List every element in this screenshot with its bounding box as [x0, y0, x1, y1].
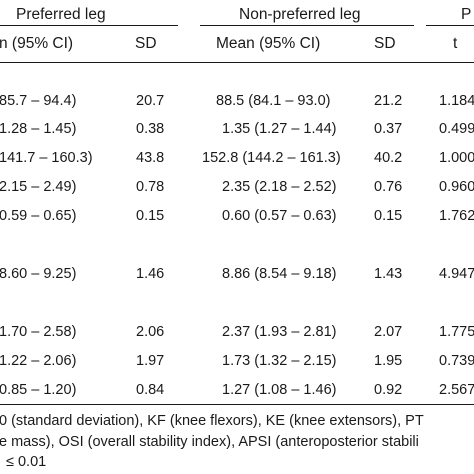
nonpref-mean-ci: 2.37 (1.93 – 2.81) — [222, 324, 337, 340]
group-rule-non-preferred — [200, 25, 414, 26]
col-header-pref-mean: n (95% CI) — [0, 35, 74, 52]
header-rule — [0, 62, 474, 63]
pref-mean-ci: 1.70 – 2.58) — [0, 324, 77, 340]
pref-mean-ci: 141.7 – 160.3) — [0, 150, 93, 166]
col-header-nonpref-mean: Mean (95% CI) — [216, 35, 321, 52]
pref-sd: 43.8 — [136, 150, 165, 166]
pref-sd: 0.15 — [136, 208, 165, 224]
t-value: 1.000 — [439, 150, 474, 166]
pref-sd: 1.46 — [136, 266, 165, 282]
pref-mean-ci: 0.85 – 1.20) — [0, 382, 77, 398]
nonpref-sd: 0.76 — [374, 179, 403, 195]
t-value: 1.775 — [439, 324, 474, 340]
nonpref-mean-ci: 1.35 (1.27 – 1.44) — [222, 121, 337, 137]
t-value: 0.739 — [439, 353, 474, 369]
nonpref-mean-ci: 152.8 (144.2 – 161.3) — [202, 150, 341, 166]
pref-mean-ci: 2.15 – 2.49) — [0, 179, 77, 195]
pref-sd: 0.38 — [136, 121, 165, 137]
pref-mean-ci: 0.59 – 0.65) — [0, 208, 77, 224]
t-value: 1.762 — [439, 208, 474, 224]
col-header-nonpref-sd: SD — [374, 35, 396, 52]
col-header-t: t — [453, 35, 458, 52]
pref-sd: 0.78 — [136, 179, 165, 195]
pref-sd: 1.97 — [136, 353, 165, 369]
group-rule-p — [426, 25, 474, 26]
group-rule-preferred — [0, 25, 178, 26]
nonpref-mean-ci: 8.86 (8.54 – 9.18) — [222, 266, 337, 282]
table-bottom-rule — [0, 404, 474, 405]
pref-mean-ci: 8.60 – 9.25) — [0, 266, 77, 282]
nonpref-mean-ci: 1.27 (1.08 – 1.46) — [222, 382, 337, 398]
pref-mean-ci: 85.7 – 94.4) — [0, 93, 77, 109]
col-header-pref-sd: SD — [135, 35, 157, 52]
footnote-line-1: 0 (standard deviation), KF (knee flexors… — [0, 413, 424, 429]
pref-mean-ci: 1.28 – 1.45) — [0, 121, 77, 137]
nonpref-sd: 21.2 — [374, 93, 403, 109]
footnote-line-3: ≤ 0.01 — [6, 454, 47, 470]
footnote-line-2: e mass), OSI (overall stability index), … — [0, 434, 419, 450]
t-value: 4.947 — [439, 266, 474, 282]
t-value: 1.184 — [439, 93, 474, 109]
nonpref-sd: 0.15 — [374, 208, 403, 224]
nonpref-mean-ci: 1.73 (1.32 – 2.15) — [222, 353, 337, 369]
t-value: 2.567 — [439, 382, 474, 398]
nonpref-sd: 2.07 — [374, 324, 403, 340]
pref-sd: 20.7 — [136, 93, 165, 109]
nonpref-mean-ci: 0.60 (0.57 – 0.63) — [222, 208, 337, 224]
pref-sd: 2.06 — [136, 324, 165, 340]
nonpref-sd: 0.92 — [374, 382, 403, 398]
group-header-p: P — [461, 6, 472, 23]
nonpref-sd: 40.2 — [374, 150, 403, 166]
t-value: 0.499 — [439, 121, 474, 137]
nonpref-sd: 1.43 — [374, 266, 403, 282]
pref-sd: 0.84 — [136, 382, 165, 398]
nonpref-sd: 0.37 — [374, 121, 403, 137]
group-header-preferred-leg: Preferred leg — [16, 6, 106, 23]
group-header-non-preferred-leg: Non-preferred leg — [239, 6, 361, 23]
nonpref-mean-ci: 88.5 (84.1 – 93.0) — [216, 93, 331, 109]
t-value: 0.960 — [439, 179, 474, 195]
pref-mean-ci: 1.22 – 2.06) — [0, 353, 77, 369]
nonpref-sd: 1.95 — [374, 353, 403, 369]
nonpref-mean-ci: 2.35 (2.18 – 2.52) — [222, 179, 337, 195]
